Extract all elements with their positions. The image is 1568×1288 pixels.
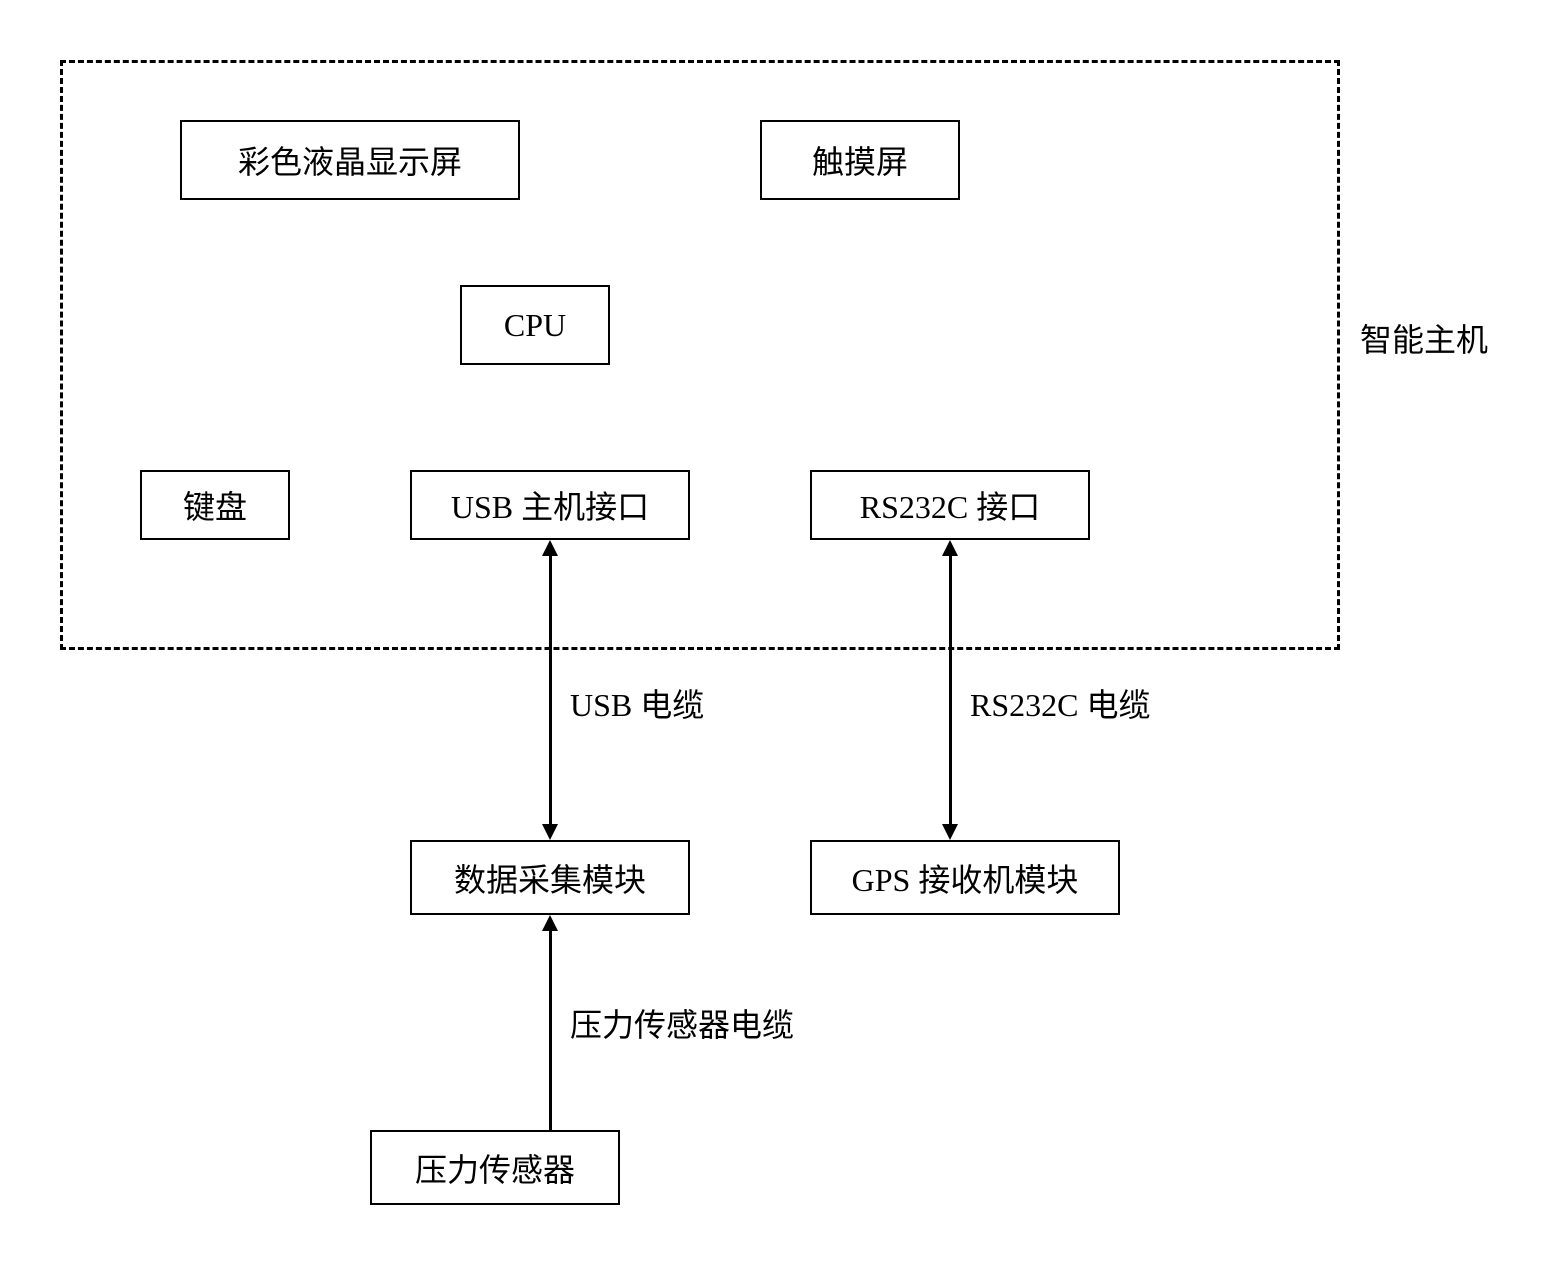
sensor-cable-label: 压力传感器电缆 xyxy=(570,1000,794,1046)
pressure-sensor-label: 压力传感器 xyxy=(415,1145,575,1191)
touchscreen-label: 触摸屏 xyxy=(812,137,908,183)
usb-cable-arrow-down xyxy=(542,824,558,840)
rs232c-box: RS232C 接口 xyxy=(810,470,1090,540)
lcd-label: 彩色液晶显示屏 xyxy=(238,137,462,183)
rs232c-label: RS232C 接口 xyxy=(860,482,1041,528)
pressure-sensor-box: 压力传感器 xyxy=(370,1130,620,1205)
data-acq-box: 数据采集模块 xyxy=(410,840,690,915)
rs232c-cable-line xyxy=(949,556,952,824)
diagram-container: 智能主机 彩色液晶显示屏 触摸屏 CPU 键盘 USB 主机接口 RS232C … xyxy=(40,40,1528,1248)
sensor-cable-arrow-up xyxy=(542,915,558,931)
cpu-label: CPU xyxy=(504,307,566,344)
host-label: 智能主机 xyxy=(1360,315,1488,361)
usb-cable-label: USB 电缆 xyxy=(570,680,704,726)
lcd-box: 彩色液晶显示屏 xyxy=(180,120,520,200)
data-acq-label: 数据采集模块 xyxy=(454,855,646,901)
rs232c-cable-label: RS232C 电缆 xyxy=(970,680,1151,726)
sensor-cable-line xyxy=(549,931,552,1130)
gps-box: GPS 接收机模块 xyxy=(810,840,1120,915)
rs232c-cable-arrow-down xyxy=(942,824,958,840)
keyboard-label: 键盘 xyxy=(183,482,247,528)
touchscreen-box: 触摸屏 xyxy=(760,120,960,200)
rs232c-cable-arrow-up xyxy=(942,540,958,556)
cpu-box: CPU xyxy=(460,285,610,365)
usb-host-label: USB 主机接口 xyxy=(451,482,649,528)
usb-cable-line xyxy=(549,556,552,824)
usb-cable-arrow-up xyxy=(542,540,558,556)
gps-label: GPS 接收机模块 xyxy=(852,855,1079,901)
keyboard-box: 键盘 xyxy=(140,470,290,540)
usb-host-box: USB 主机接口 xyxy=(410,470,690,540)
